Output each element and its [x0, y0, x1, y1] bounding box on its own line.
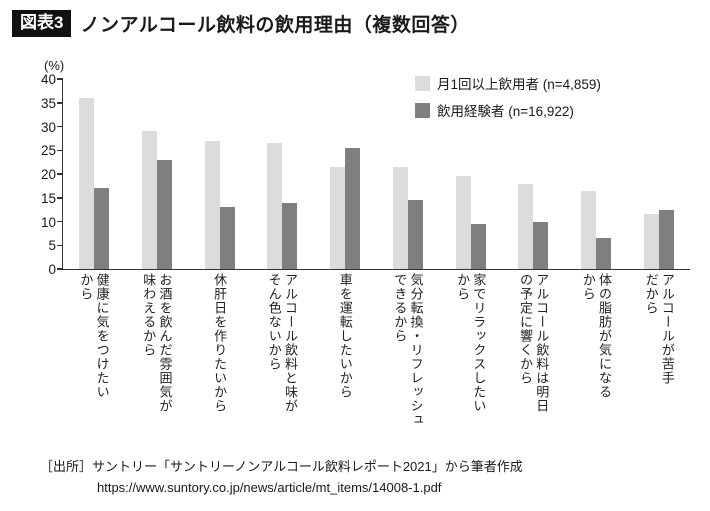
category-label-cell: アルコール飲料は明日 の予定に響くから	[502, 273, 565, 455]
y-tick-mark	[57, 78, 63, 80]
category-label-cell: 休肝日を作りたいから	[188, 273, 251, 455]
y-tick-label: 30	[40, 119, 56, 135]
y-tick-mark	[57, 220, 63, 223]
bar	[455, 176, 471, 269]
source-note: ［出所］サントリー「サントリーノンアルコール飲料レポート2021」から筆者作成 …	[40, 457, 523, 499]
bar-group	[627, 209, 690, 269]
category-label: 体の脂肪が気になる から	[580, 273, 613, 399]
bar	[157, 159, 173, 269]
category-label: お酒を飲んだ雰囲気が 味わえるから	[141, 273, 173, 413]
legend-item: 月1回以上飲用者 (n=4,859)	[415, 73, 601, 93]
bar-group	[314, 147, 377, 269]
legend-label: 飲用経験者 (n=16,922)	[437, 104, 574, 119]
bar	[658, 209, 674, 269]
category-label: アルコールが苦手 だから	[643, 273, 675, 385]
y-tick-label: 10	[40, 214, 56, 230]
y-tick-mark	[57, 149, 63, 151]
bar-groups	[63, 80, 690, 269]
bar-group	[126, 131, 189, 269]
bar-group	[63, 98, 126, 269]
category-label: 家でリラックスしたい から	[455, 273, 487, 413]
y-axis: 40 35 30 25 20 15 10 5 0	[18, 72, 56, 277]
y-tick-mark	[57, 125, 63, 128]
category-label-cell: 気分転換・リフレッシュ できるから	[376, 273, 439, 455]
category-label-cell: 健康に気をつけたい から	[62, 273, 125, 455]
bar	[533, 221, 549, 269]
source-line-2: https://www.suntory.co.jp/news/article/m…	[97, 479, 442, 495]
y-tick-mark	[57, 268, 63, 270]
category-label: 車を運転したいから	[337, 273, 353, 399]
x-labels: 健康に気をつけたい から お酒を飲んだ雰囲気が 味わえるから 休肝日を作りたいから ア…	[62, 273, 690, 455]
bar-group	[565, 190, 628, 269]
legend: 月1回以上飲用者 (n=4,859) 飲用経験者 (n=16,922)	[415, 73, 601, 120]
source-line-1: ［出所］サントリー「サントリーノンアルコール飲料レポート2021」から筆者作成	[40, 459, 523, 474]
legend-swatch	[415, 102, 430, 118]
category-label: 気分転換・リフレッシュ できるから	[392, 273, 424, 427]
y-tick-label: 20	[40, 167, 56, 182]
y-tick-mark	[57, 173, 63, 175]
category-label-cell: 車を運転したいから	[313, 273, 376, 455]
bar	[595, 238, 611, 269]
y-tick-label: 0	[48, 262, 56, 277]
bar	[94, 188, 110, 269]
bar	[204, 140, 220, 269]
legend-swatch	[415, 75, 430, 91]
category-label: アルコール飲料は明日 の予定に響くから	[517, 273, 550, 413]
y-tick-mark	[57, 197, 63, 199]
plot: 月1回以上飲用者 (n=4,859) 飲用経験者 (n=16,922)	[57, 75, 690, 270]
bar	[407, 200, 423, 269]
figure-badge: 図表3	[12, 10, 72, 37]
y-tick-label: 40	[40, 72, 56, 87]
bar-group	[502, 183, 565, 269]
legend-label: 月1回以上飲用者 (n=4,859)	[437, 77, 601, 92]
y-tick-mark	[57, 244, 63, 246]
y-axis-unit-label: (%)	[44, 58, 65, 73]
bar	[142, 131, 158, 269]
legend-item: 飲用経験者 (n=16,922)	[415, 100, 601, 120]
category-label: アルコール飲料と味が そん色ないから	[266, 273, 299, 413]
bar	[643, 214, 659, 269]
y-tick-label: 25	[40, 143, 56, 159]
category-label-cell: お酒を飲んだ雰囲気が 味わえるから	[125, 273, 188, 455]
bar	[330, 166, 346, 269]
y-tick-label: 15	[40, 190, 56, 206]
figure-title: ノンアルコール飲料の飲用理由（複数回答）	[80, 15, 470, 36]
figure-header: 図表3 ノンアルコール飲料の飲用理由（複数回答）	[12, 10, 470, 37]
category-label-cell: 体の脂肪が気になる から	[564, 273, 627, 455]
bar	[79, 98, 95, 269]
bar-group	[188, 140, 251, 269]
bar	[345, 147, 361, 269]
bar	[219, 207, 235, 269]
category-label: 健康に気をつけたい から	[78, 273, 110, 399]
y-tick-mark	[57, 102, 63, 104]
category-label: 休肝日を作りたいから	[212, 273, 228, 413]
bar	[282, 202, 298, 269]
bar	[392, 166, 408, 269]
y-tick-label: 35	[40, 95, 56, 111]
bar-group	[251, 143, 314, 269]
bar	[580, 190, 596, 269]
category-label-cell: 家でリラックスしたい から	[439, 273, 502, 455]
bar-group	[439, 176, 502, 269]
bar	[518, 183, 534, 269]
bar	[267, 143, 283, 269]
bar	[470, 223, 486, 269]
category-label-cell: アルコールが苦手 だから	[627, 273, 690, 455]
category-label-cell: アルコール飲料と味が そん色ないから	[250, 273, 313, 455]
bar-group	[377, 166, 440, 269]
y-tick-label: 5	[48, 238, 56, 254]
